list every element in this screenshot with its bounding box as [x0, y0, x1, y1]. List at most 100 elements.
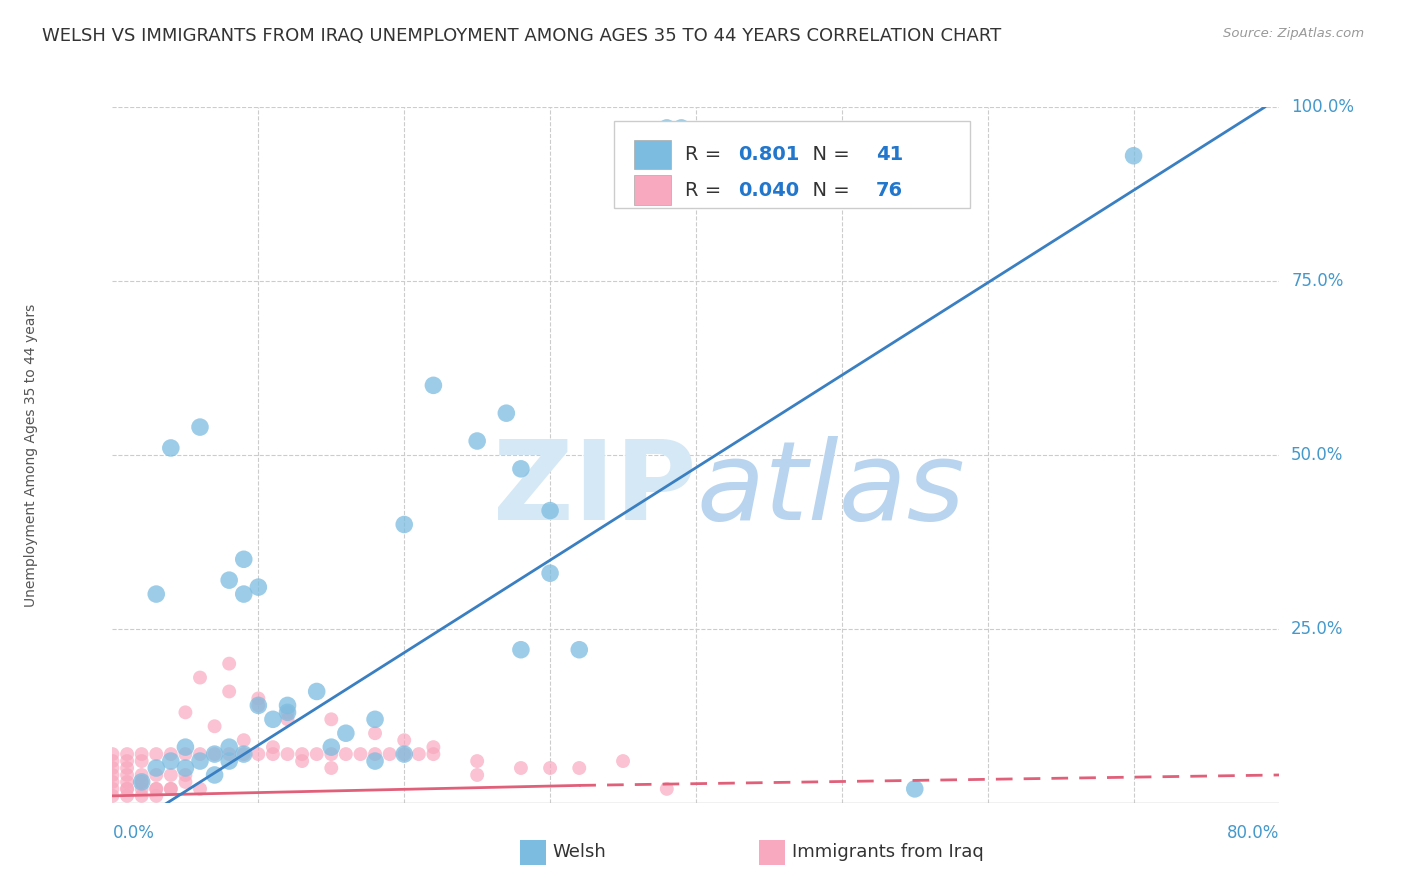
Point: [174, 706, 197, 720]
Point: [422, 747, 444, 761]
Point: [188, 747, 211, 761]
Point: [232, 747, 254, 761]
Point: [232, 587, 254, 601]
Text: R =: R =: [686, 180, 728, 200]
Point: [538, 761, 561, 775]
Point: [188, 781, 211, 796]
Point: [160, 768, 183, 782]
Point: [538, 503, 561, 517]
Point: [160, 747, 183, 761]
Point: [115, 781, 138, 796]
Text: Source: ZipAtlas.com: Source: ZipAtlas.com: [1223, 27, 1364, 40]
Point: [262, 740, 284, 755]
Point: [131, 775, 153, 789]
Point: [538, 566, 561, 581]
FancyBboxPatch shape: [634, 176, 672, 204]
Text: 25.0%: 25.0%: [1291, 620, 1344, 638]
Point: [131, 775, 153, 789]
Text: 0.0%: 0.0%: [112, 823, 155, 842]
FancyBboxPatch shape: [634, 140, 672, 169]
Point: [145, 789, 167, 803]
Point: [204, 768, 226, 782]
Point: [115, 768, 138, 782]
Point: [321, 747, 343, 761]
Point: [568, 642, 591, 657]
Point: [101, 768, 124, 782]
Point: [495, 406, 517, 420]
Point: [392, 733, 416, 747]
Point: [276, 706, 298, 720]
Point: [101, 754, 124, 768]
Point: [276, 712, 298, 726]
Text: 41: 41: [876, 145, 903, 164]
Point: [904, 781, 927, 796]
Point: [101, 761, 124, 775]
Point: [247, 698, 270, 713]
Point: [131, 768, 153, 782]
Point: [174, 775, 197, 789]
Point: [218, 684, 240, 698]
Point: [145, 768, 167, 782]
Point: [349, 747, 371, 761]
Point: [568, 761, 591, 775]
Point: [115, 747, 138, 761]
Point: [291, 747, 314, 761]
Point: [422, 378, 444, 392]
Point: [335, 747, 357, 761]
Point: [218, 573, 240, 587]
Point: [465, 434, 488, 448]
Text: 80.0%: 80.0%: [1227, 823, 1279, 842]
Point: [188, 754, 211, 768]
FancyBboxPatch shape: [614, 121, 970, 208]
Text: 0.040: 0.040: [738, 180, 799, 200]
Point: [174, 761, 197, 775]
Point: [612, 754, 634, 768]
Point: [364, 726, 387, 740]
Point: [655, 781, 678, 796]
Point: [101, 775, 124, 789]
Point: [408, 747, 430, 761]
Point: [232, 552, 254, 566]
Point: [160, 781, 183, 796]
Point: [174, 747, 197, 761]
Point: [204, 747, 226, 761]
Text: N =: N =: [800, 145, 856, 164]
Text: R =: R =: [686, 145, 728, 164]
Text: N =: N =: [800, 180, 856, 200]
Text: WELSH VS IMMIGRANTS FROM IRAQ UNEMPLOYMENT AMONG AGES 35 TO 44 YEARS CORRELATION: WELSH VS IMMIGRANTS FROM IRAQ UNEMPLOYME…: [42, 27, 1001, 45]
Point: [335, 726, 357, 740]
Point: [364, 712, 387, 726]
Point: [247, 698, 270, 713]
Point: [218, 657, 240, 671]
Point: [188, 671, 211, 685]
Point: [232, 747, 254, 761]
Point: [232, 733, 254, 747]
Point: [671, 120, 693, 135]
Point: [145, 761, 167, 775]
Point: [305, 747, 328, 761]
Point: [131, 747, 153, 761]
Point: [247, 747, 270, 761]
Point: [131, 775, 153, 789]
Point: [509, 642, 531, 657]
Point: [321, 712, 343, 726]
Point: [204, 747, 226, 761]
Point: [321, 740, 343, 755]
Point: [145, 747, 167, 761]
Point: [247, 691, 270, 706]
Point: [392, 517, 416, 532]
Point: [145, 781, 167, 796]
Text: 100.0%: 100.0%: [1291, 98, 1354, 116]
Point: [321, 761, 343, 775]
Point: [131, 754, 153, 768]
Point: [115, 781, 138, 796]
Point: [145, 587, 167, 601]
Text: Immigrants from Iraq: Immigrants from Iraq: [792, 843, 983, 861]
Point: [509, 462, 531, 476]
Point: [465, 768, 488, 782]
Point: [291, 754, 314, 768]
Point: [392, 747, 416, 761]
Point: [276, 747, 298, 761]
Point: [131, 781, 153, 796]
Point: [115, 789, 138, 803]
